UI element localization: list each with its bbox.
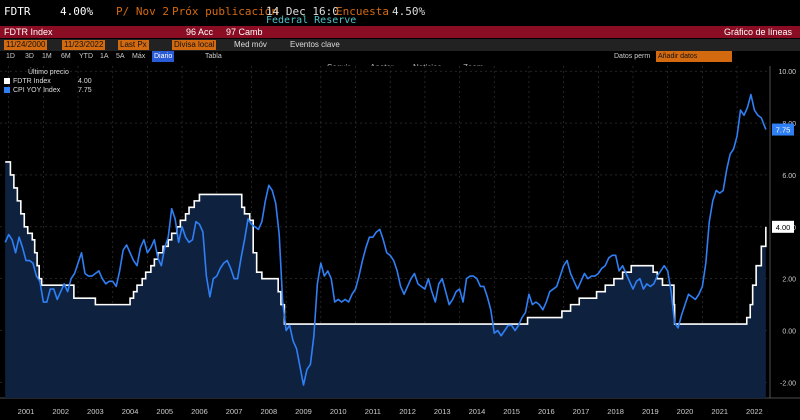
x-tick-label: 2004	[122, 407, 139, 416]
x-tick-label: 2006	[191, 407, 208, 416]
survey-value: 4.50%	[392, 5, 426, 18]
legend-name-cpi: CPI YOY Index	[13, 87, 61, 94]
actions-menu[interactable]: 96 Acc	[186, 27, 214, 37]
last-value: 4.00%	[60, 5, 94, 18]
x-tick-label: 2017	[573, 407, 590, 416]
y-tick-label: 2.00	[782, 277, 796, 284]
x-tick-label: 2007	[226, 407, 243, 416]
legend-name-fdtr: FDTR Index	[13, 78, 51, 85]
x-tick-label: 2016	[538, 407, 555, 416]
chart-legend: Último precio FDTR Index 4.00 CPI YOY Ind…	[4, 68, 92, 95]
add-data-field[interactable]: Añadir datos	[656, 51, 732, 62]
next-release-label: Próx publicación	[172, 5, 278, 18]
legend-item-fdtr: FDTR Index 4.00	[4, 77, 92, 86]
x-tick-label: 2008	[260, 407, 277, 416]
period-5a[interactable]: 5A	[116, 53, 125, 60]
period-3d[interactable]: 3D	[25, 53, 34, 60]
x-tick-label: 2001	[18, 407, 35, 416]
x-tick-label: 2018	[607, 407, 624, 416]
x-tick-label: 2020	[677, 407, 694, 416]
legend-swatch-cpi	[4, 87, 10, 94]
legend-item-cpi: CPI YOY Index 7.75	[4, 86, 92, 95]
x-tick-label: 2011	[365, 407, 381, 416]
fdtr-area	[5, 161, 766, 398]
x-tick-label: 2009	[295, 407, 312, 416]
key-events-toggle[interactable]: Eventos clave	[290, 40, 340, 49]
y-tick-label: 6.00	[782, 173, 796, 180]
x-tick-label: 2012	[399, 407, 416, 416]
period-ytd[interactable]: YTD	[79, 53, 93, 60]
y-tick-label: 0.00	[782, 329, 796, 336]
period-1d[interactable]: 1D	[6, 53, 15, 60]
survey-label: Encuesta	[336, 5, 389, 18]
period-6m[interactable]: 6M	[61, 53, 71, 60]
security-field[interactable]: FDTR Index	[4, 27, 53, 37]
y-tick-label: 10.00	[778, 69, 796, 76]
start-date-field[interactable]: 11/24/2000	[4, 40, 48, 50]
legend-value-fdtr: 4.00	[78, 78, 92, 85]
period-1m[interactable]: 1M	[42, 53, 52, 60]
currency-select[interactable]: Divisa local	[172, 40, 217, 50]
options-bar: 11/24/2000 11/23/2022 Last Px Divisa loc…	[0, 39, 800, 51]
x-tick-label: 2013	[434, 407, 451, 416]
x-tick-label: 2003	[87, 407, 104, 416]
x-tick-label: 2002	[52, 407, 69, 416]
legend-title: Último precio	[28, 69, 69, 76]
chart-type-label[interactable]: Gráfico de líneas	[724, 27, 793, 37]
fdtr-last-value-tag: 4.00	[776, 223, 791, 232]
table-button[interactable]: Tabla	[205, 53, 222, 60]
period-1a[interactable]: 1A	[100, 53, 109, 60]
end-date-field[interactable]: 11/23/2022	[62, 40, 106, 50]
institution-label: Federal Reserve	[266, 15, 357, 26]
legend-swatch-fdtr	[4, 78, 10, 85]
fdtr-line	[5, 161, 767, 325]
cpi-last-value-tag-bg	[772, 123, 794, 136]
x-tick-label: 2005	[156, 407, 173, 416]
x-tick-label: 2014	[469, 407, 486, 416]
menu-bar: FDTR Index 96 Acc 97 Camb Gráfico de lín…	[0, 26, 800, 38]
x-tick-label: 2015	[503, 407, 520, 416]
ticker-label[interactable]: FDTR	[4, 5, 31, 18]
cpi-last-value-tag: 7.75	[776, 126, 791, 135]
field-select[interactable]: Last Px	[118, 40, 149, 50]
frequency-select[interactable]: Diario	[152, 51, 175, 62]
x-tick-label: 2010	[330, 407, 347, 416]
next-release-value: 14 Dec 16:0	[266, 5, 339, 18]
header-bar: FDTR 4.00% P/ Nov 2 Próx publicación 14 …	[0, 0, 800, 26]
previous-label: P/ Nov 2	[116, 5, 169, 18]
y-tick-label: -2.00	[780, 380, 796, 387]
x-tick-label: 2019	[642, 407, 659, 416]
edit-menu[interactable]: 97 Camb	[226, 27, 263, 37]
cpi-line	[4, 93, 767, 386]
legend-value-cpi: 7.75	[78, 87, 92, 94]
x-tick-label: 2022	[746, 407, 763, 416]
data-label: Datos perm	[614, 53, 651, 60]
period-max[interactable]: Máx	[132, 53, 146, 60]
moving-average-toggle[interactable]: Med móv	[234, 40, 267, 49]
x-tick-label: 2021	[711, 407, 728, 416]
fdtr-last-value-tag-bg	[772, 220, 794, 233]
period-bar: 1D 3D 1M 6M YTD 1A 5A Máx Diario Tabla D…	[0, 51, 800, 62]
